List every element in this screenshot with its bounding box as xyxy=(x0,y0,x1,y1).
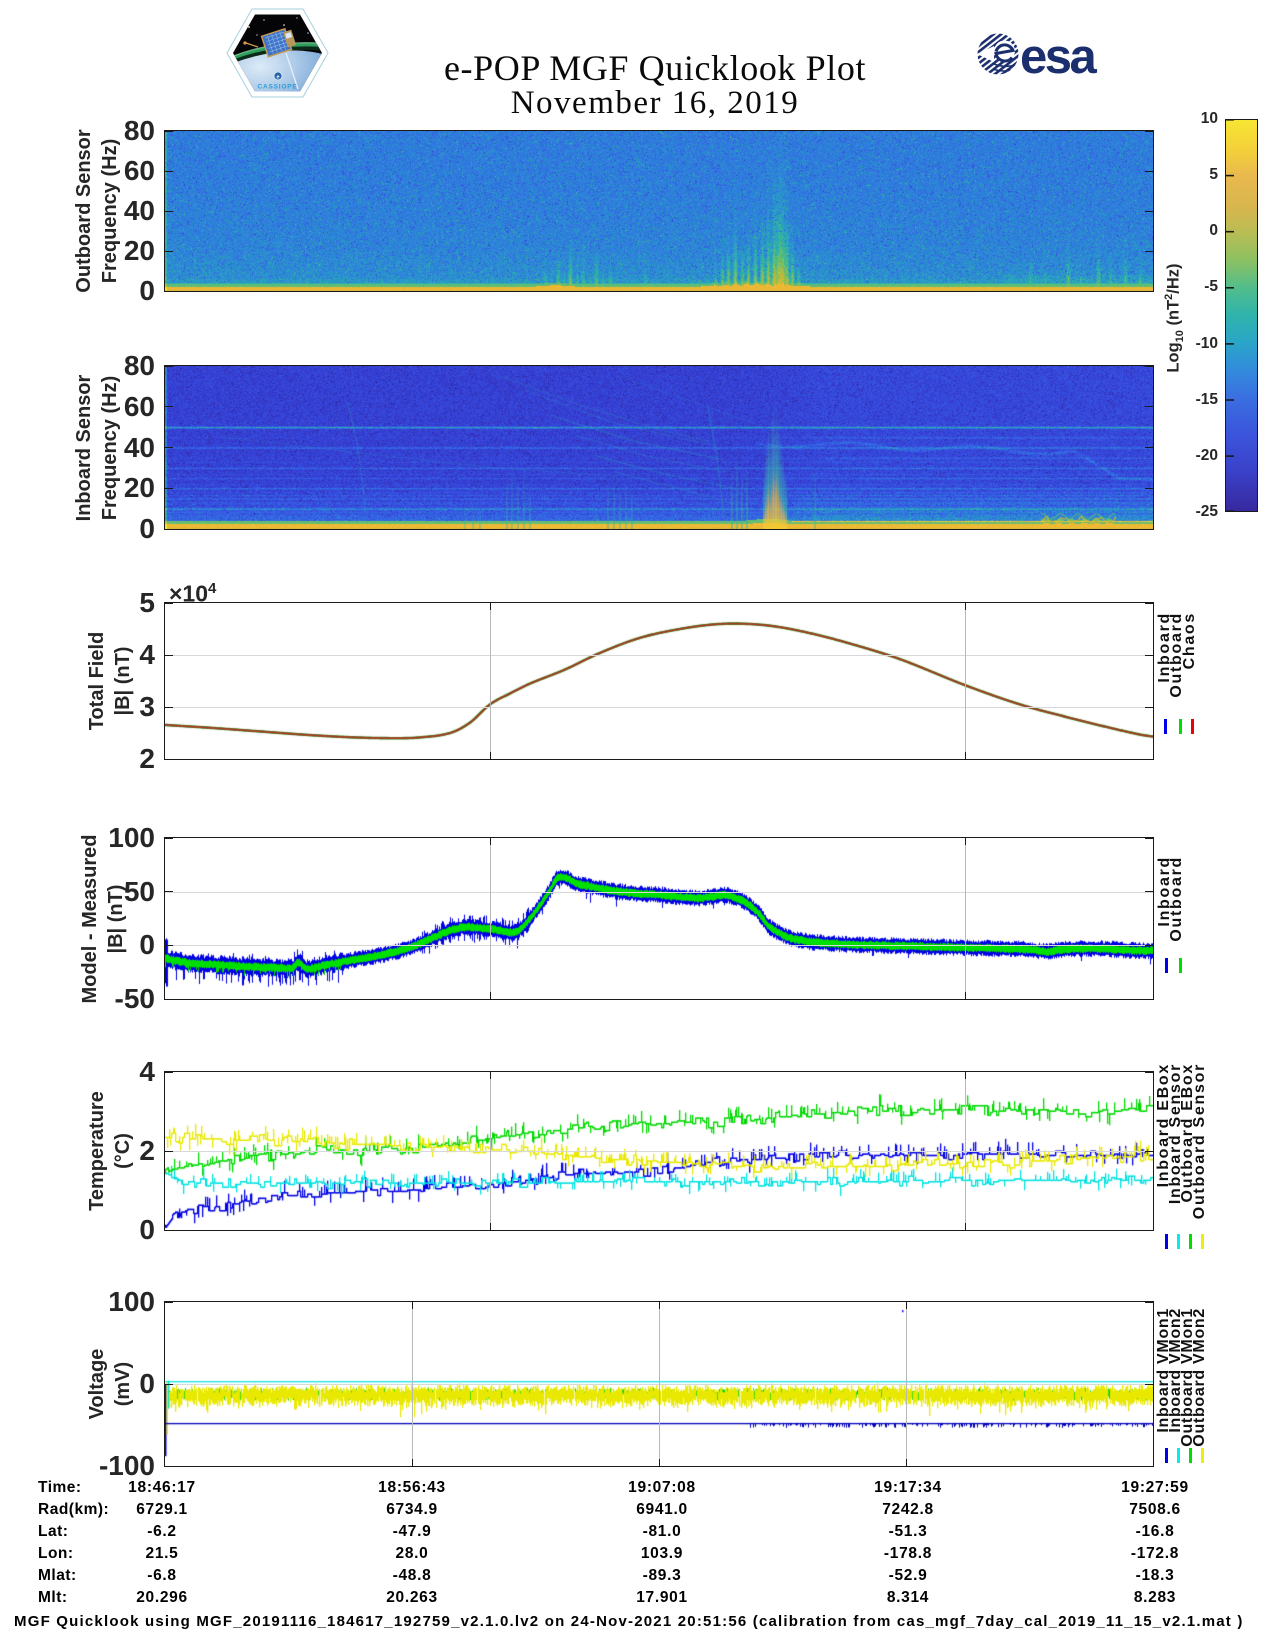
svg-text:e: e xyxy=(276,75,279,81)
svg-text:CASSIOPE: CASSIOPE xyxy=(258,84,298,91)
svg-text:esa: esa xyxy=(1020,30,1098,84)
